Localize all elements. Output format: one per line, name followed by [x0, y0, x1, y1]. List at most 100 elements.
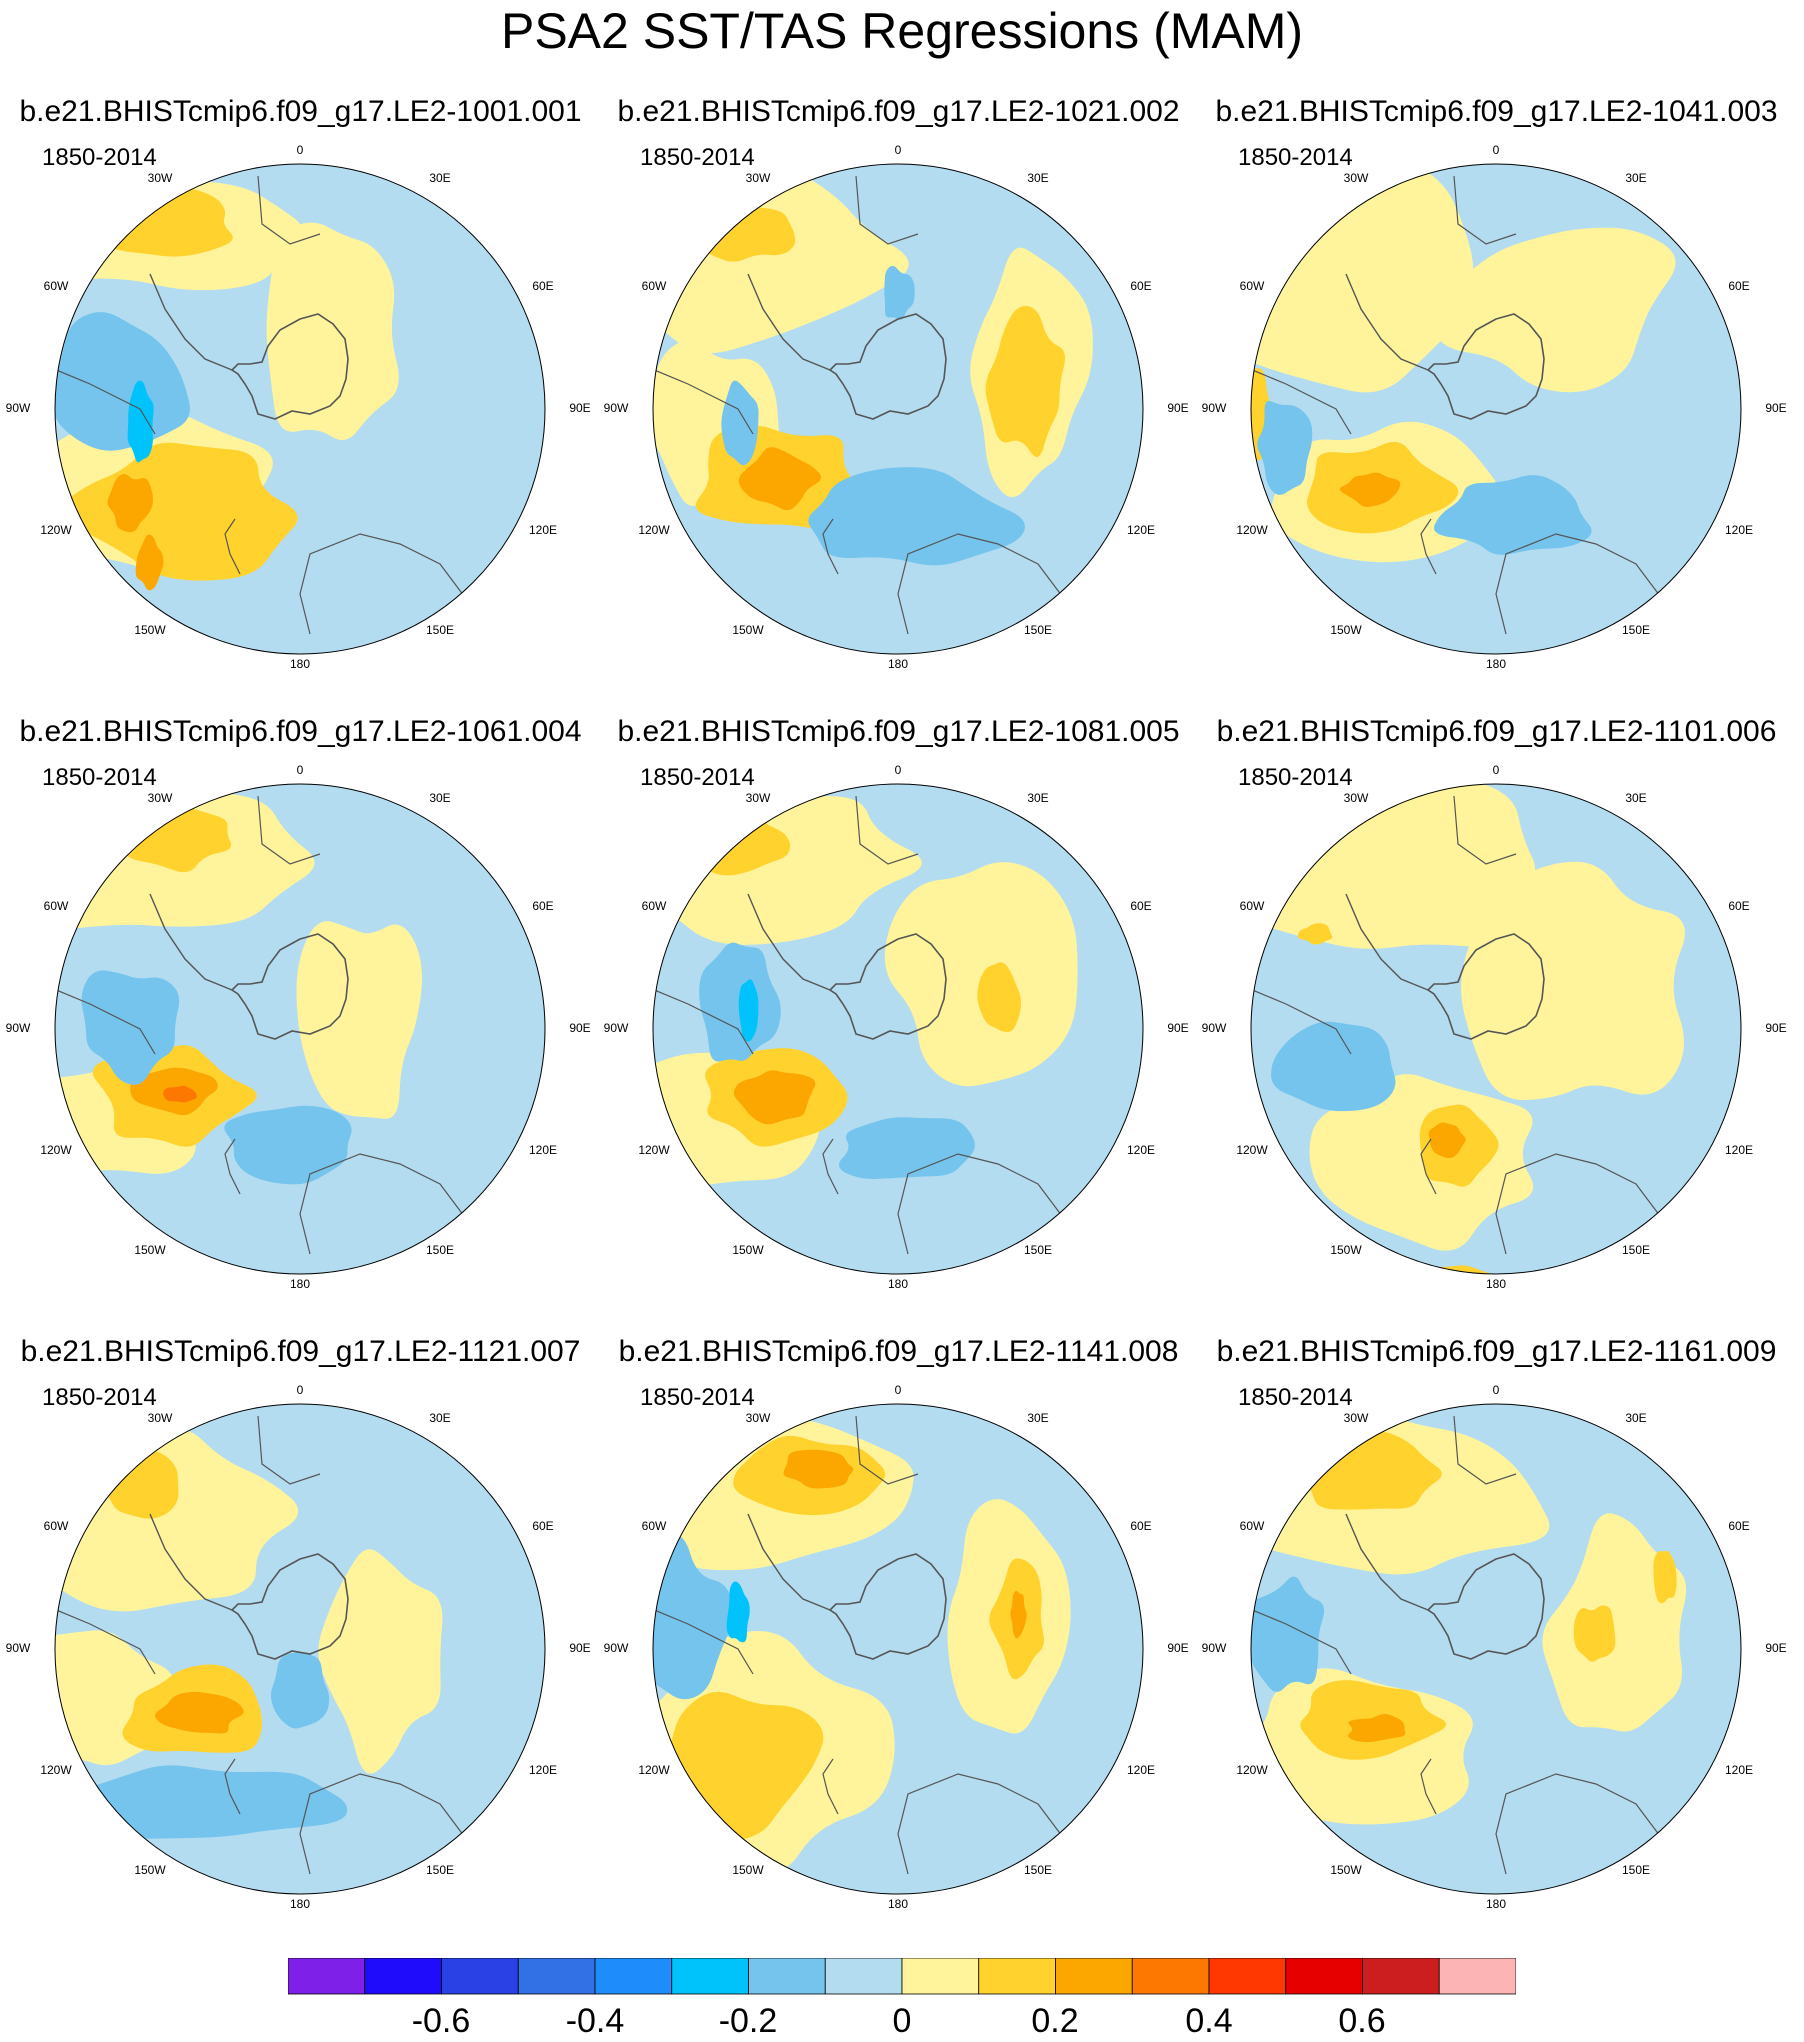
anomaly-contour	[55, 1765, 348, 1839]
colorbar: -0.6 -0.4 -0.2 0 0.2 0.4 0.6	[287, 1957, 1517, 2040]
longitude-label: 0	[1493, 1383, 1500, 1397]
anomaly-contour	[1433, 227, 1676, 393]
peninsula-coastline	[747, 273, 831, 371]
anomaly-contour	[224, 1105, 352, 1185]
period-label: 1850-2014	[42, 764, 157, 791]
longitude-label: 150E	[1622, 1243, 1650, 1257]
longitude-label: 60W	[44, 899, 69, 913]
longitude-label: 30E	[1625, 791, 1646, 805]
africa-coastline	[855, 175, 919, 245]
new-zealand-coastline	[224, 1138, 241, 1195]
longitude-label: 60W	[44, 1519, 69, 1533]
longitude-label: 60E	[1130, 899, 1151, 913]
anomaly-contour	[55, 312, 190, 451]
south-america-coastline	[653, 358, 754, 435]
peninsula-coastline	[1345, 1513, 1429, 1611]
longitude-label: 180	[1486, 657, 1506, 671]
polar-map: 0 30E 60E 90E 120E 150E 180 150W 120W 90W 60W 30W	[1202, 1383, 1787, 1911]
colorbar-swatch	[671, 1957, 749, 1995]
map-border	[1250, 1403, 1742, 1895]
anomaly-contour	[140, 1267, 220, 1274]
new-zealand-coastline	[822, 1758, 839, 1815]
africa-coastline	[855, 1415, 919, 1485]
longitude-label: 120W	[40, 523, 72, 537]
longitude-label: 90E	[1765, 1021, 1786, 1035]
period-label: 1850-2014	[640, 764, 755, 791]
colorbar-swatch	[1362, 1957, 1440, 1995]
longitude-label: 120E	[1725, 1763, 1753, 1777]
longitude-label: 120E	[1725, 523, 1753, 537]
anomaly-contour	[738, 447, 822, 511]
anomaly-field	[653, 784, 1143, 1274]
period-label: 1850-2014	[1238, 764, 1353, 791]
longitude-label: 150W	[732, 1863, 764, 1877]
colorbar-swatch	[1285, 1957, 1363, 1995]
longitude-label: 0	[1493, 143, 1500, 157]
peninsula-coastline	[747, 893, 831, 991]
antarctica-coastline	[230, 1553, 349, 1660]
longitude-label: 90W	[6, 1641, 31, 1655]
longitude-label: 0	[297, 763, 304, 777]
australia-coastline	[897, 533, 1069, 635]
africa-coastline	[855, 795, 919, 865]
colorbar-label: 0	[892, 2002, 912, 2040]
longitude-label: 60W	[1240, 1519, 1265, 1533]
longitude-label: 120E	[529, 1763, 557, 1777]
anomaly-contour	[838, 1117, 975, 1179]
longitude-label: 90W	[6, 401, 31, 415]
longitude-label: 90W	[604, 401, 629, 415]
longitude-label: 90E	[569, 1021, 590, 1035]
longitude-label: 150E	[1024, 623, 1052, 637]
period-label: 1850-2014	[640, 144, 755, 171]
panel-title: b.e21.BHISTcmip6.f09_g17.LE2-1041.003	[1215, 95, 1778, 128]
longitude-label: 30W	[746, 1411, 771, 1425]
polar-map: 0 30E 60E 90E 120E 150E 180 150W 120W 90W 60W 30W	[604, 763, 1189, 1291]
longitude-label: 120E	[1127, 1763, 1155, 1777]
longitude-label: 0	[895, 143, 902, 157]
antarctica-coastline	[1426, 1553, 1545, 1660]
longitude-label: 150E	[1622, 1863, 1650, 1877]
panel-title: b.e21.BHISTcmip6.f09_g17.LE2-1101.006	[1216, 715, 1777, 748]
longitude-label: 0	[895, 763, 902, 777]
anomaly-field	[55, 1404, 545, 1894]
period-label: 1850-2014	[1238, 1384, 1353, 1411]
anomaly-field	[1251, 784, 1741, 1274]
period-label: 1850-2014	[640, 1384, 755, 1411]
anomaly-contour	[107, 473, 154, 533]
antarctica-coastline	[230, 933, 349, 1040]
colorbar-label: -0.2	[718, 2002, 778, 2040]
longitude-label: 120W	[40, 1143, 72, 1157]
longitude-label: 90W	[1202, 1641, 1227, 1655]
new-zealand-coastline	[224, 1758, 241, 1815]
africa-coastline	[1453, 1415, 1517, 1485]
longitude-label: 30E	[1027, 791, 1048, 805]
longitude-label: 60E	[1728, 1519, 1749, 1533]
anomaly-field	[55, 164, 545, 654]
background-anomaly	[653, 784, 1143, 1274]
longitude-label: 90W	[1202, 401, 1227, 415]
new-zealand-coastline	[822, 518, 839, 575]
longitude-label: 0	[297, 1383, 304, 1397]
longitude-label: 150W	[1330, 1863, 1362, 1877]
anomaly-contour	[135, 534, 164, 591]
colorbar-label: -0.6	[411, 2002, 471, 2040]
map-border	[1250, 783, 1742, 1275]
longitude-label: 90E	[1167, 1641, 1188, 1655]
australia-coastline	[299, 1773, 471, 1875]
longitude-label: 180	[888, 1897, 908, 1911]
longitude-label: 30E	[1027, 1411, 1048, 1425]
longitude-label: 30E	[1625, 171, 1646, 185]
period-label: 1850-2014	[1238, 144, 1353, 171]
longitude-label: 60W	[1240, 279, 1265, 293]
peninsula-coastline	[149, 1513, 233, 1611]
longitude-label: 150W	[134, 1863, 166, 1877]
longitude-label: 30E	[1625, 1411, 1646, 1425]
australia-coastline	[1495, 1153, 1667, 1255]
australia-coastline	[897, 1153, 1069, 1255]
longitude-label: 120E	[1127, 523, 1155, 537]
antarctica-coastline	[828, 1553, 947, 1660]
longitude-label: 120W	[1236, 1143, 1268, 1157]
longitude-label: 90E	[1765, 401, 1786, 415]
colorbar-swatch	[1055, 1957, 1133, 1995]
longitude-label: 180	[888, 1277, 908, 1291]
